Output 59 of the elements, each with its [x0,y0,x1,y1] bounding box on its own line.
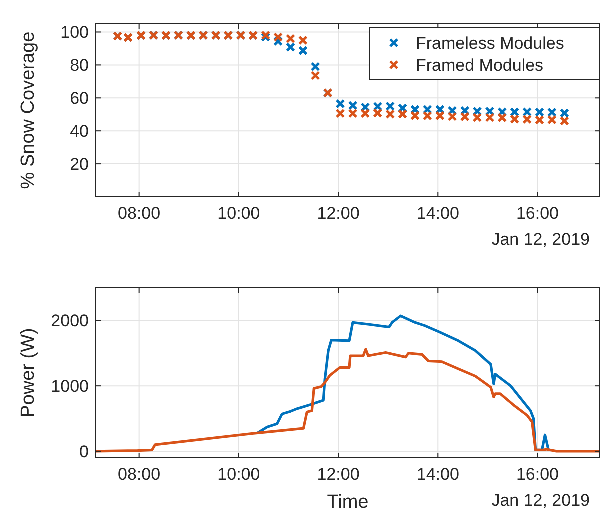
point [348,108,358,118]
x-tick-label: 14:00 [416,465,460,484]
point [286,34,296,44]
x-tick-label: 08:00 [118,204,161,223]
point [547,108,557,118]
point [460,112,470,122]
text: Jan 12, 2019 [492,491,590,510]
point [435,111,445,121]
point [373,108,383,118]
point [273,32,284,42]
y-axis-title: Power (W) [18,328,39,418]
y-tick-label: 2000 [51,312,89,331]
y-tick-label: 100 [60,23,89,42]
point [510,114,520,124]
y-tick-label: 1000 [51,377,89,396]
point [336,99,346,109]
point [398,109,408,120]
point [360,108,370,118]
y-tick-label: 0 [80,442,89,462]
y-axis-title: % Snow Coverage [18,32,39,190]
x-tick-label: 10:00 [218,465,260,484]
point [560,108,570,118]
x-tick-label: 14:00 [416,204,460,223]
line-series [96,348,600,453]
point [298,46,308,56]
x-tick-label: 12:00 [317,204,360,223]
x-axis-title: Time [327,492,369,513]
point [534,115,545,125]
point [448,112,458,122]
point [386,102,396,112]
x-tick-label: 16:00 [516,204,560,223]
point [310,62,320,72]
x-tick-label: 08:00 [118,465,161,484]
point [547,115,557,125]
y-tick-label: 80 [70,56,89,76]
y-tick-label: 60 [70,89,89,108]
point [498,113,508,123]
y-tick-label: 40 [70,122,89,142]
x-tick-label: 12:00 [317,465,360,484]
point [534,108,545,118]
x-tick-label: 16:00 [516,465,560,484]
y-tick-label: 20 [70,155,89,174]
text: Jan 12, 2019 [492,230,590,249]
point [522,114,532,124]
legend-label: Framed Modules [416,56,544,75]
point [310,70,320,81]
point [422,111,432,121]
point [485,112,495,123]
point [472,112,482,123]
point [286,42,296,52]
point [410,111,420,121]
line-series [256,314,550,452]
point [348,100,358,111]
point [560,116,570,126]
point [336,108,346,118]
legend-label: Frameless Modules [416,34,564,53]
point [298,36,308,46]
point [386,109,396,120]
x-tick-label: 10:00 [218,204,260,223]
